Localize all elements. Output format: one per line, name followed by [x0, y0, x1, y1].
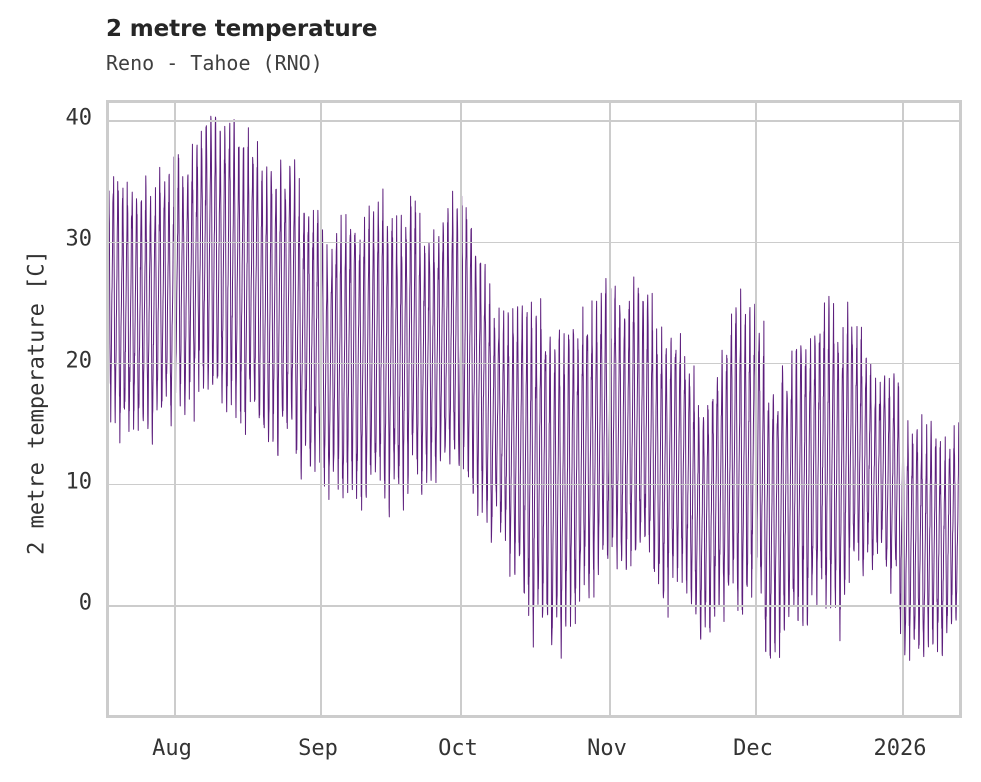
plot-inner	[109, 103, 959, 715]
y-gridline	[109, 605, 959, 607]
y-gridline	[109, 362, 959, 365]
y-gridline	[109, 120, 959, 122]
y-tick-label: 0	[78, 590, 92, 616]
x-tick-label: Oct	[438, 736, 478, 761]
x-tick-label: Nov	[587, 736, 627, 761]
x-tick-label: Dec	[733, 736, 773, 761]
plot-area	[106, 100, 962, 718]
x-gridline	[460, 103, 462, 715]
x-gridline	[755, 103, 757, 715]
x-gridline	[609, 103, 611, 715]
y-tick-label: 20	[65, 348, 93, 374]
y-tick-label: 40	[65, 105, 93, 131]
x-tick-label: Sep	[298, 736, 338, 761]
x-tick-label: 2026	[873, 736, 927, 761]
page-title: 2 metre temperature	[106, 16, 378, 42]
y-tick-label: 10	[65, 469, 93, 495]
chart-subtitle: Reno - Tahoe (RNO)	[106, 51, 323, 75]
x-gridline	[320, 103, 322, 715]
y-tick-label: 30	[65, 226, 93, 252]
y-gridline	[109, 483, 959, 486]
y-gridline	[109, 241, 959, 244]
x-gridline	[902, 103, 904, 715]
x-gridline	[174, 103, 176, 715]
x-tick-label: Aug	[152, 736, 192, 761]
temperature-series	[109, 115, 959, 661]
y-axis-tick-labels: 0 10 20 30 40	[0, 0, 93, 782]
temperature-line	[109, 115, 959, 661]
